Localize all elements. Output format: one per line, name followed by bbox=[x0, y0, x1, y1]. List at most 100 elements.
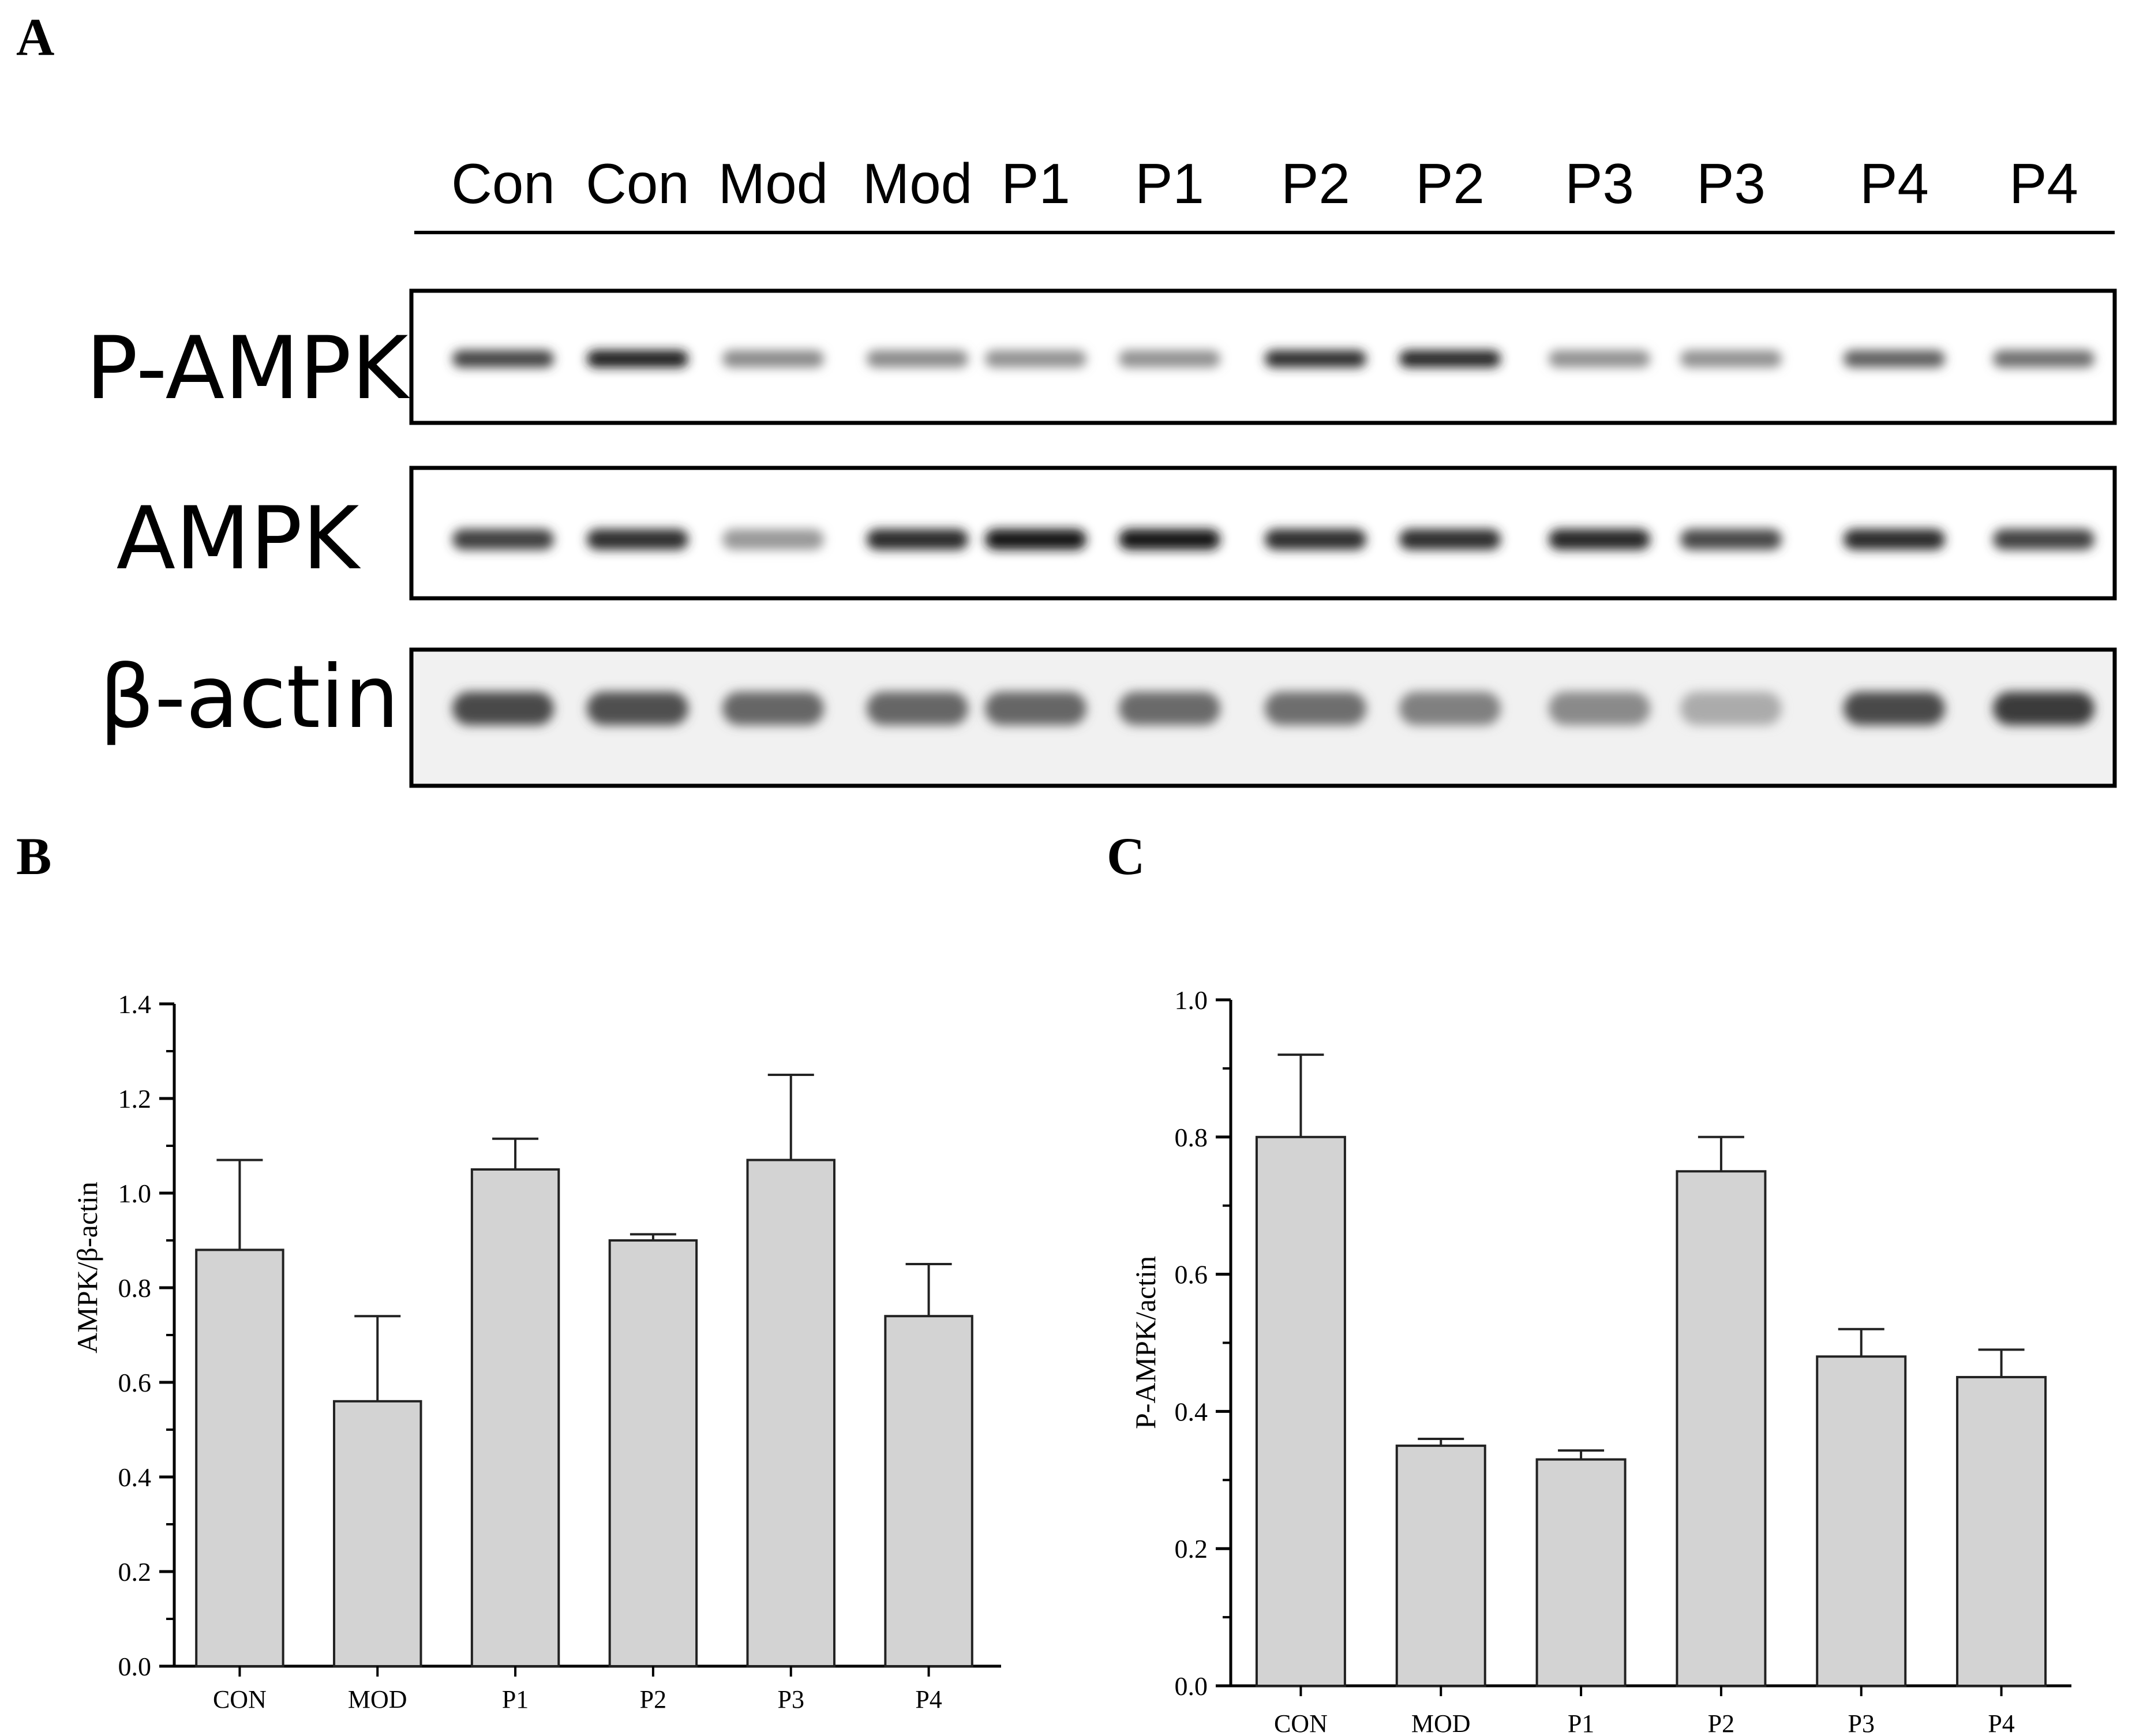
bar bbox=[1535, 1458, 1627, 1687]
y-axis-title: P-AMPK/actin bbox=[1129, 1256, 1161, 1429]
lane-label: P3 bbox=[1565, 152, 1634, 215]
x-tick-label: P1 bbox=[502, 1685, 529, 1713]
blot-band bbox=[452, 529, 554, 550]
lane-label: Mod bbox=[718, 152, 829, 215]
blot-row-label: AMPK bbox=[117, 489, 361, 589]
x-tick-label: CON bbox=[213, 1685, 267, 1713]
lane-label: Con bbox=[451, 152, 555, 215]
blot-band bbox=[1549, 350, 1650, 368]
blot-band bbox=[1680, 692, 1782, 725]
x-tick-label: P2 bbox=[640, 1685, 666, 1713]
lane-labels: Con Con Mod Mod P1 P1 P2 P2 P3 P3 P4 P4 bbox=[451, 152, 2078, 215]
blot-band bbox=[587, 529, 688, 550]
blot-band bbox=[867, 350, 968, 368]
x-tick-label: CON bbox=[1274, 1709, 1328, 1736]
blot-band bbox=[985, 350, 1086, 368]
y-tick-label: 0.8 bbox=[118, 1273, 152, 1303]
blot-band bbox=[1844, 529, 1945, 550]
blot-band bbox=[452, 350, 554, 368]
blot-band bbox=[985, 529, 1086, 550]
blot-row-label: P-AMPK bbox=[86, 318, 410, 419]
blot-band bbox=[1680, 350, 1782, 368]
blot-band bbox=[1399, 692, 1501, 725]
blot-row: AMPK bbox=[117, 466, 2117, 601]
blot-band bbox=[452, 692, 554, 725]
blot-band bbox=[1119, 529, 1220, 550]
bar bbox=[195, 1248, 284, 1667]
blot-band bbox=[1399, 350, 1501, 368]
lane-label: Mod bbox=[863, 152, 973, 215]
blot-band bbox=[722, 350, 824, 368]
x-tick-label: P2 bbox=[1708, 1709, 1734, 1736]
lane-label: P2 bbox=[1415, 152, 1485, 215]
panel-label-a: A bbox=[16, 8, 54, 66]
x-tick-label: P3 bbox=[1848, 1709, 1875, 1736]
lane-label: P1 bbox=[1135, 152, 1204, 215]
blot-band bbox=[1265, 529, 1366, 550]
blot-band bbox=[985, 692, 1086, 725]
blot-band bbox=[1549, 529, 1650, 550]
blot-band bbox=[722, 692, 824, 725]
lane-label: Con bbox=[586, 152, 690, 215]
blot-band bbox=[587, 692, 688, 725]
blot-rows: P-AMPK AMPK β-actin bbox=[86, 288, 2117, 788]
y-tick-label: 0.4 bbox=[118, 1463, 152, 1492]
blot-membrane bbox=[409, 466, 2117, 601]
blot-band bbox=[1993, 529, 2094, 550]
bar bbox=[470, 1168, 560, 1667]
lane-label: P3 bbox=[1696, 152, 1766, 215]
y-tick-label: 1.2 bbox=[118, 1084, 152, 1113]
bar bbox=[1816, 1355, 1907, 1687]
bar bbox=[333, 1400, 422, 1668]
blot-band bbox=[1119, 692, 1220, 725]
y-tick-label: 0.8 bbox=[1175, 1123, 1208, 1152]
blot-band bbox=[1119, 350, 1220, 368]
panel-label-b: B bbox=[16, 827, 51, 886]
bar bbox=[746, 1158, 835, 1667]
bar bbox=[608, 1239, 698, 1667]
blot-band bbox=[587, 350, 688, 368]
y-tick-label: 1.0 bbox=[1175, 985, 1208, 1015]
blot-band bbox=[722, 529, 824, 550]
blot-band bbox=[1265, 350, 1366, 368]
bar-chart-p-ampk: P-AMPK/actin 0.0 0.2 0.4 0.6 0.8 1.0 CON MOD P1 P… bbox=[1129, 985, 2071, 1736]
y-tick-label: 0.0 bbox=[118, 1652, 152, 1681]
blot-band bbox=[1549, 692, 1650, 725]
blot-band bbox=[1993, 692, 2094, 725]
western-blot: Con Con Mod Mod P1 P1 P2 P2 P3 P3 P4 P4 P-AMPK AMPK β… bbox=[86, 152, 2117, 788]
blot-membrane bbox=[409, 288, 2117, 425]
y-tick-label: 0.0 bbox=[1175, 1671, 1208, 1701]
y-axis-title: AMPK/β-actin bbox=[71, 1182, 103, 1353]
bar-chart-ampk: AMPK/β-actin 0.0 0.2 0.4 0.6 0.8 1.0 1.2 1.4 CON… bbox=[71, 989, 1001, 1713]
blot-row: β-actin bbox=[99, 647, 2117, 788]
y-tick-label: 1.0 bbox=[118, 1179, 152, 1208]
x-tick-label: MOD bbox=[1411, 1709, 1471, 1736]
y-tick-label: 0.4 bbox=[1175, 1397, 1208, 1426]
blot-band bbox=[1993, 350, 2094, 368]
blot-band bbox=[867, 692, 968, 725]
blot-band bbox=[1680, 529, 1782, 550]
x-tick-label: P1 bbox=[1568, 1709, 1594, 1736]
bar bbox=[1395, 1444, 1486, 1688]
blot-membrane bbox=[409, 647, 2117, 788]
x-tick-label: P3 bbox=[778, 1685, 804, 1713]
y-tick-label: 1.4 bbox=[118, 989, 152, 1019]
blot-row: P-AMPK bbox=[86, 288, 2117, 425]
y-tick-label: 0.2 bbox=[1175, 1534, 1208, 1563]
blot-band bbox=[1844, 692, 1945, 725]
blot-band bbox=[1399, 529, 1501, 550]
x-tick-label: P4 bbox=[1988, 1709, 2014, 1736]
lane-label: P1 bbox=[1001, 152, 1070, 215]
lane-label: P4 bbox=[2009, 152, 2078, 215]
x-tick-label: MOD bbox=[348, 1685, 407, 1713]
bar bbox=[884, 1315, 973, 1667]
bar bbox=[1956, 1375, 2047, 1687]
x-tick-label: P4 bbox=[915, 1685, 942, 1713]
blot-band bbox=[1265, 692, 1366, 725]
lane-label: P2 bbox=[1281, 152, 1350, 215]
y-tick-label: 0.6 bbox=[118, 1368, 152, 1397]
blot-band bbox=[1844, 350, 1945, 368]
y-tick-label: 0.2 bbox=[118, 1557, 152, 1587]
lane-label: P4 bbox=[1860, 152, 1929, 215]
